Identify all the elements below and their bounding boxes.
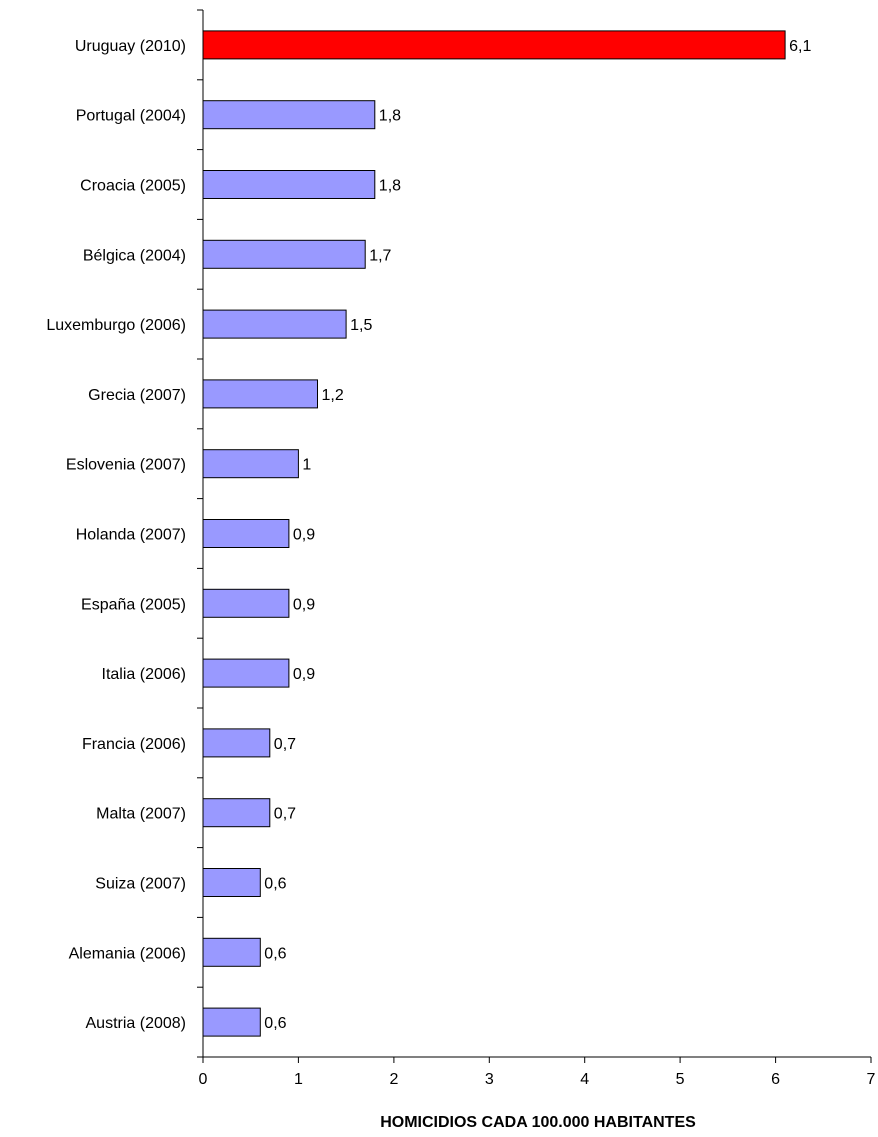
- bar-portugal-2004: [202, 100, 376, 130]
- value-label-italia-2006: 0,9: [293, 666, 315, 683]
- category-label-croacia-2005: Croacia (2005): [80, 178, 186, 195]
- value-label-portugal-2004: 1,8: [379, 108, 401, 125]
- category-label-italia-2006: Italia (2006): [102, 666, 187, 683]
- value-label-francia-2006: 0,7: [274, 736, 296, 753]
- value-label-suiza-2007: 0,6: [264, 876, 286, 893]
- value-label-eslovenia-2007: 1: [302, 457, 311, 474]
- x-tick-label-4: 4: [580, 1071, 589, 1088]
- bar-luxemburgo-2006: [202, 309, 347, 339]
- category-label-grecia-2007: Grecia (2007): [88, 387, 186, 404]
- bar-austria-2008: [202, 1007, 261, 1037]
- category-label-eslovenia-2007: Eslovenia (2007): [66, 457, 186, 474]
- value-label-austria-2008: 0,6: [264, 1015, 286, 1032]
- x-tick-labels-group: 0 1 2 3 4 5 6 7: [199, 1071, 876, 1088]
- value-label-belgica-2004: 1,7: [369, 247, 391, 264]
- x-tick-label-0: 0: [199, 1071, 208, 1088]
- value-label-holanda-2007: 0,9: [293, 527, 315, 544]
- x-tick-label-1: 1: [294, 1071, 303, 1088]
- bar-croacia-2005: [202, 170, 376, 199]
- category-label-malta-2007: Malta (2007): [96, 806, 186, 823]
- bar-grecia-2007: [202, 379, 318, 409]
- category-label-suiza-2007: Suiza (2007): [95, 876, 186, 893]
- bar-uruguay-2010: [202, 30, 786, 60]
- bars-group: [202, 30, 786, 1037]
- value-label-croacia-2005: 1,8: [379, 178, 401, 195]
- category-label-austria-2008: Austria (2008): [86, 1015, 187, 1032]
- value-labels-group: 6,1 1,8 1,8 1,7 1,5 1,2 1 0,9 0,9 0,9 0,7 0,7 0,6 0,6…: [264, 38, 811, 1032]
- bar-francia-2006: [202, 728, 271, 758]
- x-tick-label-5: 5: [676, 1071, 685, 1088]
- bar-suiza-2007: [202, 868, 261, 897]
- bar-holanda-2007: [202, 519, 290, 548]
- value-label-malta-2007: 0,7: [274, 806, 296, 823]
- category-label-espana-2005: España (2005): [81, 596, 186, 613]
- x-axis-label: HOMICIDIOS CADA 100.000 HABITANTES: [380, 1114, 696, 1131]
- bar-espana-2005: [202, 588, 290, 618]
- axes-group: [197, 9, 872, 1063]
- value-label-luxemburgo-2006: 1,5: [350, 317, 372, 334]
- value-label-uruguay-2010: 6,1: [789, 38, 811, 55]
- bar-alemania-2006: [202, 937, 261, 967]
- x-tick-label-3: 3: [485, 1071, 494, 1088]
- category-label-luxemburgo-2006: Luxemburgo (2006): [46, 317, 186, 334]
- value-label-grecia-2007: 1,2: [322, 387, 344, 404]
- category-label-alemania-2006: Alemania (2006): [69, 945, 186, 962]
- category-label-belgica-2004: Bélgica (2004): [83, 247, 186, 264]
- value-label-espana-2005: 0,9: [293, 596, 315, 613]
- x-tick-label-6: 6: [771, 1071, 780, 1088]
- x-tick-label-2: 2: [389, 1071, 398, 1088]
- category-label-francia-2006: Francia (2006): [82, 736, 186, 753]
- category-label-holanda-2007: Holanda (2007): [76, 527, 186, 544]
- bar-belgica-2004: [202, 239, 366, 269]
- bar-italia-2006: [202, 658, 290, 688]
- category-labels-group: Uruguay (2010) Portugal (2004) Croacia (20…: [46, 38, 186, 1032]
- category-label-uruguay-2010: Uruguay (2010): [75, 38, 186, 55]
- value-label-alemania-2006: 0,6: [264, 945, 286, 962]
- category-label-portugal-2004: Portugal (2004): [76, 108, 186, 125]
- bar-eslovenia-2007: [202, 449, 299, 479]
- bar-malta-2007: [202, 798, 271, 828]
- x-tick-label-7: 7: [867, 1071, 876, 1088]
